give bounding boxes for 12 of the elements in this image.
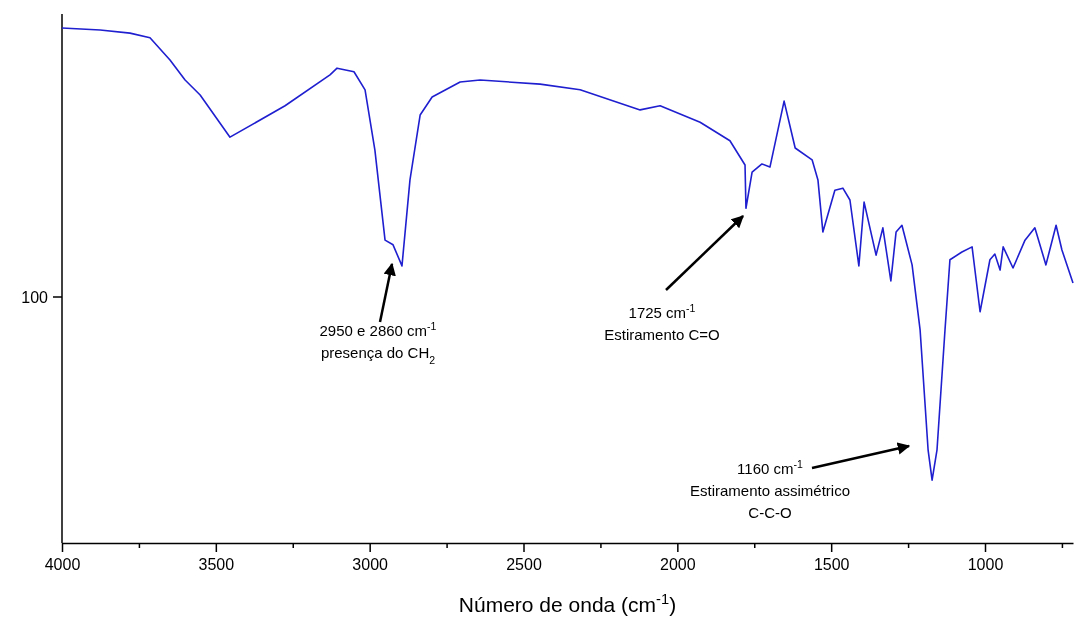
annotation: 1725 cm$^{-1}$ Estiramento C=O bbox=[604, 302, 720, 343]
annotation: 1160 cm$^{-1}$ Estiramento assimétrico C-C-O bbox=[689, 458, 851, 521]
x-tick-label: 3000 bbox=[352, 555, 389, 573]
text: 100 bbox=[21, 288, 49, 306]
x-tick-label: 1000 bbox=[967, 555, 1004, 573]
x-tick-label: 3500 bbox=[198, 555, 235, 573]
x-tick-label: 1500 bbox=[813, 555, 850, 573]
x-tick-label: 2000 bbox=[660, 555, 696, 573]
x-axis-title: Número de onda (cm$^{-1}$) bbox=[458, 591, 677, 616]
x-tick-label: 2500 bbox=[506, 555, 542, 573]
x-tick-label: 4000 bbox=[44, 555, 81, 573]
annotation: 2950 e 2860 cm$^{-1}$ presença do CH$_{2}$ bbox=[319, 320, 437, 366]
